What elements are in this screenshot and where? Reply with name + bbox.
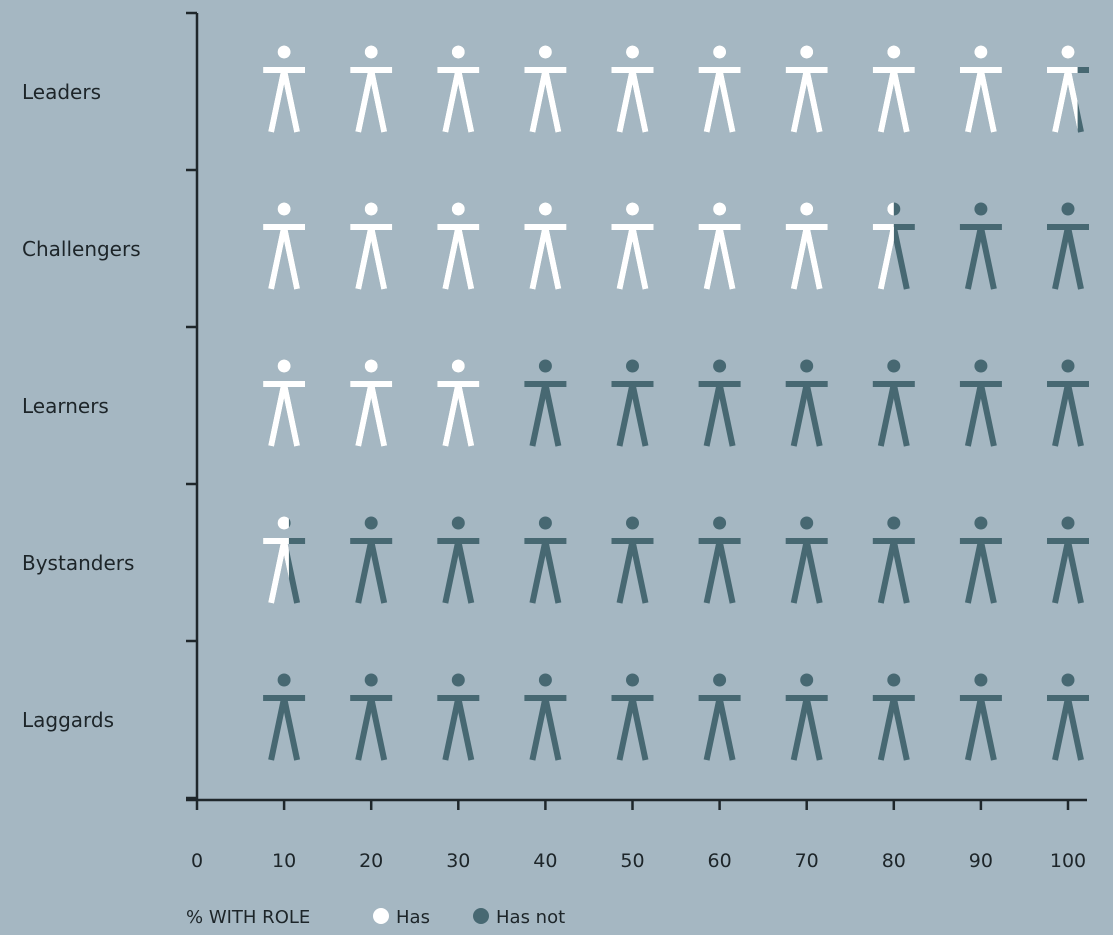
person-icon [350,359,393,447]
x-tick-label: 60 [708,850,732,872]
person-icon [872,45,915,133]
person-icon [1047,359,1089,447]
x-tick-label: 40 [533,850,557,872]
person-icon [872,202,915,290]
person-icon [785,202,828,290]
person-icon [959,202,1002,290]
category-label: Leaders [22,80,101,104]
person-icon [959,516,1002,604]
person-icon [611,359,654,447]
person-icon [959,359,1002,447]
person-icon [785,516,828,604]
person-icon [350,202,393,290]
person-icon [1047,202,1089,290]
person-icon [698,673,741,761]
person-icon [611,673,654,761]
axes [186,11,1087,810]
category-labels: Leaders Challengers Learners Bystanders Lagg… [22,80,141,732]
legend: % WITH ROLE Has Has not [186,907,565,928]
person-icon [698,202,741,290]
person-icon [524,45,567,133]
person-icon [524,359,567,447]
x-tick-label: 50 [620,850,644,872]
person-icon [263,673,306,761]
person-icon [611,516,654,604]
person-icon [263,516,306,604]
person-icon [959,673,1002,761]
x-tick-label: 10 [272,850,296,872]
person-icon [872,516,915,604]
person-icon [698,359,741,447]
x-tick-label: 70 [795,850,819,872]
person-icon [1047,45,1089,133]
legend-has-not-label: Has not [496,907,565,928]
legend-has-not-swatch [473,908,489,924]
person-icon [350,673,393,761]
x-tick-label: 100 [1050,850,1086,872]
person-icon [263,202,306,290]
person-icon [611,45,654,133]
person-icon [437,45,480,133]
person-icon [872,673,915,761]
person-icon [1047,516,1089,604]
x-tick-labels: 0 10 20 30 40 50 60 70 80 90 100 [191,850,1086,872]
person-icon [959,45,1002,133]
category-label: Learners [22,394,109,418]
person-icon [872,359,915,447]
category-label: Laggards [22,708,114,732]
category-label: Bystanders [22,551,134,575]
x-tick-label: 0 [191,850,203,872]
x-tick-label: 30 [446,850,470,872]
person-icon [263,359,306,447]
person-icon [785,673,828,761]
x-tick-label: 80 [882,850,906,872]
person-icon [437,673,480,761]
legend-has-swatch [373,908,389,924]
person-icon [524,202,567,290]
icon-rows [263,45,1089,761]
person-icon [524,673,567,761]
person-icon [698,516,741,604]
person-icon [524,516,567,604]
x-tick-label: 20 [359,850,383,872]
person-icon [437,202,480,290]
person-icon [785,45,828,133]
x-axis-title: % WITH ROLE [186,907,310,928]
person-icon [785,359,828,447]
category-label: Challengers [22,237,141,261]
person-icon [611,202,654,290]
person-icon [437,516,480,604]
person-icon [698,45,741,133]
x-tick-label: 90 [969,850,993,872]
person-icon [1047,673,1089,761]
person-icon [437,359,480,447]
person-icon [350,516,393,604]
person-icon [350,45,393,133]
person-icon [263,45,306,133]
legend-has-label: Has [396,907,430,928]
